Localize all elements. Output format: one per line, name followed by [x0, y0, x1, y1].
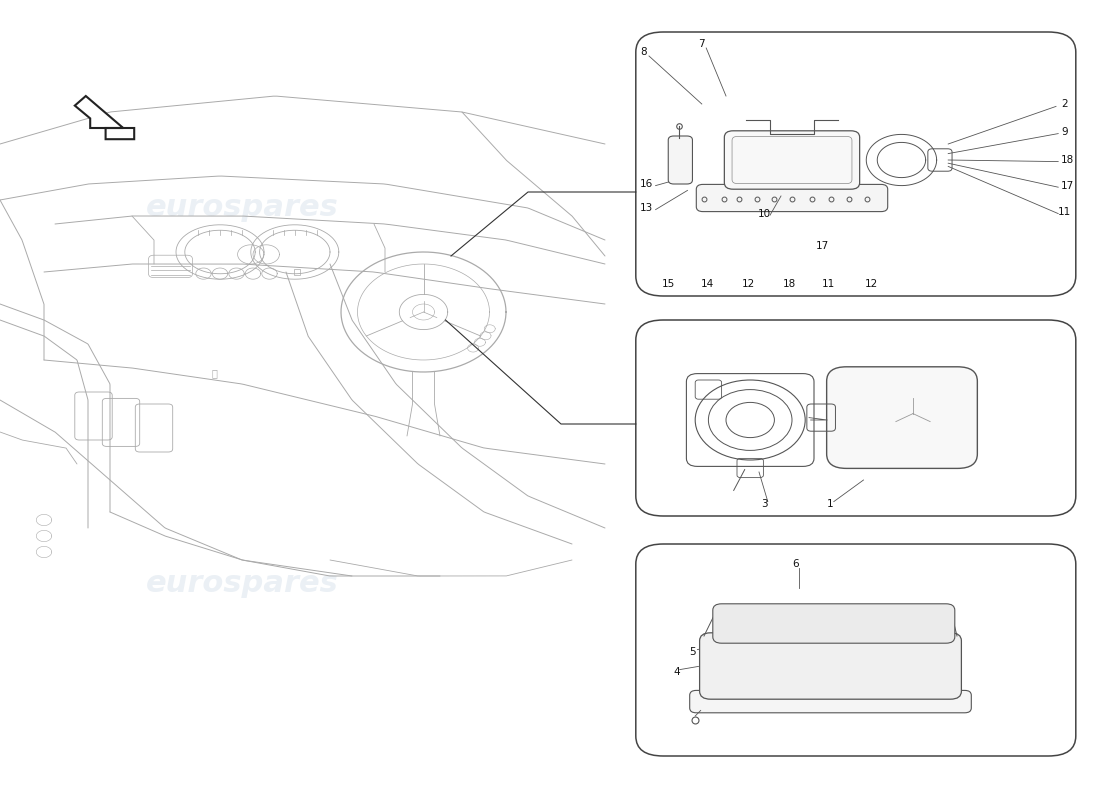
Text: 12: 12 [741, 279, 755, 289]
FancyBboxPatch shape [668, 136, 693, 184]
Polygon shape [75, 96, 134, 139]
Text: 18: 18 [783, 279, 796, 289]
FancyBboxPatch shape [713, 604, 955, 643]
Text: 16: 16 [640, 179, 653, 189]
Text: 7: 7 [698, 39, 705, 49]
Text: ⬧: ⬧ [211, 368, 218, 378]
Text: 11: 11 [1058, 207, 1071, 217]
Text: 1: 1 [827, 499, 834, 509]
FancyBboxPatch shape [636, 32, 1076, 296]
Text: 18: 18 [1060, 155, 1074, 165]
Text: eurospares: eurospares [145, 570, 339, 598]
Text: 9: 9 [1062, 127, 1068, 137]
FancyBboxPatch shape [636, 544, 1076, 756]
Text: 12: 12 [865, 279, 878, 289]
Text: 17: 17 [816, 241, 829, 250]
Text: 5: 5 [690, 647, 696, 657]
Text: 3: 3 [761, 499, 768, 509]
Text: eurospares: eurospares [691, 572, 849, 596]
Text: eurospares: eurospares [691, 196, 849, 220]
Text: 13: 13 [640, 203, 653, 213]
FancyBboxPatch shape [696, 184, 888, 211]
FancyBboxPatch shape [827, 366, 977, 469]
FancyBboxPatch shape [724, 130, 860, 189]
FancyBboxPatch shape [690, 690, 971, 713]
Text: 17: 17 [1060, 181, 1074, 190]
Text: 6: 6 [792, 559, 799, 569]
FancyBboxPatch shape [700, 633, 961, 699]
Text: 10: 10 [758, 209, 771, 218]
Text: 14: 14 [701, 279, 714, 289]
Text: 11: 11 [822, 279, 835, 289]
FancyBboxPatch shape [636, 320, 1076, 516]
Text: 2: 2 [1062, 99, 1068, 109]
Text: 15: 15 [662, 279, 675, 289]
Text: eurospares: eurospares [145, 194, 339, 222]
Text: 8: 8 [640, 47, 647, 57]
Text: 4: 4 [673, 667, 680, 677]
